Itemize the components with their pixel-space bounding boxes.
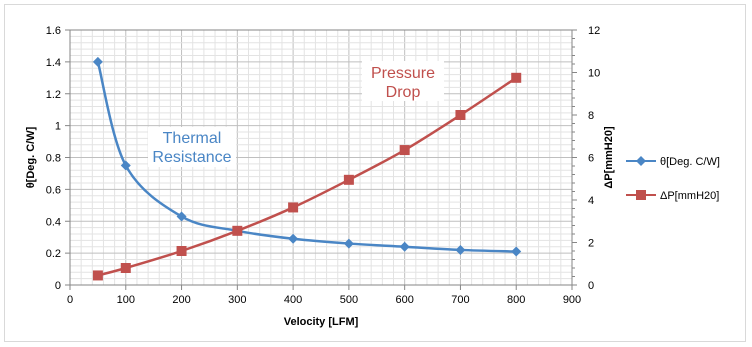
legend-item-theta: θ[Deg. C/W] [626,156,720,168]
x-axis-title: Velocity [LFM] [284,316,359,328]
annotation-thermal-line1: Thermal [163,130,222,147]
x-tick-label: 100 [117,294,135,306]
data-point [399,241,410,252]
y2-tick-label: 8 [588,110,594,122]
data-point [455,244,466,255]
y-tick-label: 1 [55,121,61,133]
x-tick-label: 300 [228,294,246,306]
y2-tick-label: 0 [588,280,594,292]
y-tick-label: 0.6 [46,184,61,196]
annotation-pressure-line1: Pressure [371,65,435,82]
x-axis-ticks: 0 100 200 300 400 500 600 700 800 900 [67,285,581,306]
data-point [288,233,299,244]
x-tick-label: 500 [340,294,358,306]
x-tick-label: 700 [451,294,469,306]
data-point [288,202,299,213]
legend-label-pressure: ΔP[mmH20] [660,190,719,202]
data-point [343,174,354,185]
annotation-thermal-line2: Resistance [152,149,231,166]
data-point [120,263,131,273]
y-tick-label: 0.8 [46,153,61,165]
annotation-thermal-resistance: Thermal Resistance [148,127,236,167]
data-point [92,56,103,67]
x-tick-label: 800 [507,294,525,306]
series-1 [92,72,522,281]
data-point [455,110,466,120]
y-tick-label: 0 [55,280,61,292]
annotation-pressure-drop: Pressure Drop [362,61,444,101]
series-group [92,56,522,281]
y2-tick-label: 2 [588,238,594,250]
x-tick-label: 600 [395,294,413,306]
y2-tick-label: 10 [588,68,600,80]
y2-axis-title: ΔP[mmH20] [603,126,615,189]
data-point [176,246,187,256]
data-point [511,72,522,83]
x-tick-label: 900 [563,294,581,306]
legend-item-pressure: ΔP[mmH20] [626,190,719,202]
legend-label-theta: θ[Deg. C/W] [660,156,720,168]
grid [69,29,573,286]
y2-tick-label: 6 [588,153,594,165]
legend-marker-pressure [636,190,646,200]
y2-tick-label: 4 [588,195,594,207]
x-tick-label: 0 [67,294,73,306]
annotation-pressure-line2: Drop [386,84,421,101]
chart-frame [4,4,746,342]
y2-tick-label: 12 [588,25,600,37]
data-point [92,270,103,281]
x-tick-label: 200 [172,294,190,306]
legend: θ[Deg. C/W] ΔP[mmH20] [626,156,720,202]
y-tick-label: 1.4 [46,57,61,69]
y-tick-label: 1.6 [46,25,61,37]
data-point [232,225,243,236]
data-point [511,246,522,257]
y-tick-label: 1.2 [46,89,61,101]
data-point [343,238,354,249]
x-tick-label: 400 [284,294,302,306]
data-point [399,145,410,156]
data-point [120,160,131,171]
y-tick-label: 0.4 [46,216,61,228]
y-tick-label: 0.2 [46,248,61,260]
data-point [176,211,187,222]
legend-marker-theta [636,156,646,166]
y2-axis-ticks: 0 2 4 6 8 10 12 [572,25,600,292]
y-axis-ticks: 0 0.2 0.4 0.6 0.8 1 1.2 1.4 1.6 [46,25,70,292]
y-axis-title: θ[Deg. C/W] [25,126,37,188]
